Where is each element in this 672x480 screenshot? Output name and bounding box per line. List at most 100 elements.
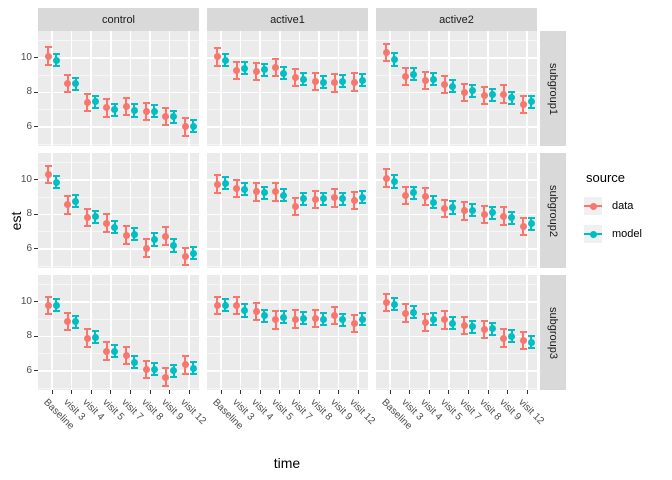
model-point — [260, 189, 268, 197]
data-errorbar-cap-bottom — [291, 85, 299, 88]
model-point — [488, 209, 496, 217]
model-errorbar-cap-top — [429, 195, 437, 198]
gridline-minor — [38, 353, 199, 355]
data-errorbar-cap-top — [181, 247, 189, 250]
gridline-x — [279, 275, 281, 390]
y-tick — [34, 57, 38, 59]
data-point — [519, 100, 527, 108]
data-errorbar-cap-bottom — [421, 330, 429, 333]
data-errorbar-cap-top — [122, 96, 130, 99]
gridline-x — [70, 31, 73, 146]
gridline-minor — [376, 40, 537, 41]
model-errorbar-cap-top — [260, 185, 268, 188]
data-errorbar-cap-bottom — [460, 332, 468, 335]
data-errorbar-cap-bottom — [213, 64, 221, 67]
model-errorbar-cap-top — [319, 191, 327, 194]
data-errorbar-cap-bottom — [519, 112, 527, 115]
y-tick — [34, 126, 38, 128]
data-errorbar-cap-top — [402, 303, 410, 306]
data-errorbar-cap-bottom — [122, 113, 130, 116]
gridline-x — [110, 153, 112, 268]
y-tick-label: 10 — [20, 51, 32, 63]
data-point — [213, 180, 221, 188]
data-point — [162, 373, 170, 381]
data-point — [233, 184, 241, 192]
gridline-x — [259, 153, 261, 268]
legend-key-dot — [589, 230, 597, 238]
data-point — [382, 49, 390, 57]
gridline-minor — [376, 196, 537, 198]
gridline-x — [467, 275, 470, 390]
data-errorbar-cap-top — [460, 201, 468, 204]
data-errorbar-cap-bottom — [311, 325, 319, 328]
model-errorbar-cap-top — [410, 305, 418, 308]
data-point — [460, 321, 468, 329]
data-errorbar-cap-top — [350, 72, 358, 75]
data-point — [331, 194, 339, 202]
gridline-minor — [207, 40, 368, 41]
data-point — [402, 191, 410, 199]
data-errorbar-cap-bottom — [252, 79, 260, 82]
model-errorbar-cap-bottom — [508, 222, 516, 225]
model-errorbar-cap-bottom — [339, 203, 347, 206]
x-tick — [428, 390, 430, 394]
gridline-x — [337, 31, 340, 146]
model-point — [410, 189, 418, 197]
model-point — [468, 323, 476, 331]
gridline-major — [376, 179, 537, 181]
data-errorbar-cap-bottom — [382, 60, 390, 63]
model-errorbar-cap-top — [221, 53, 229, 56]
gridline-x — [90, 31, 92, 146]
x-axis-title: time — [273, 455, 301, 471]
model-errorbar-cap-bottom — [429, 84, 437, 87]
gridline-minor — [38, 284, 199, 285]
facet-panel-active1-subgroup2 — [207, 153, 368, 268]
data-errorbar-cap-bottom — [142, 376, 150, 379]
gridline-x — [526, 31, 528, 146]
data-point — [441, 316, 449, 324]
legend-item-model: model — [584, 225, 642, 243]
gridline-minor — [207, 109, 368, 111]
gridline-x — [408, 275, 411, 390]
model-point — [410, 308, 418, 316]
gridline-x — [487, 153, 489, 268]
gridline-x — [487, 31, 489, 146]
data-point — [402, 73, 410, 81]
data-point — [382, 174, 390, 182]
data-errorbar-cap-top — [272, 182, 280, 185]
model-errorbar-cap-bottom — [319, 203, 327, 206]
model-point — [508, 332, 516, 340]
gridline-x — [110, 275, 112, 390]
gridline-major — [38, 248, 199, 250]
data-point — [311, 314, 319, 322]
model-point — [358, 76, 366, 84]
x-tick — [357, 390, 359, 394]
model-point — [429, 198, 437, 206]
gridline-minor — [207, 231, 368, 233]
model-errorbar-cap-bottom — [280, 322, 288, 325]
facet-panel-active2-subgroup3 — [376, 275, 537, 390]
data-errorbar-cap-bottom — [460, 100, 468, 103]
model-point — [319, 195, 327, 203]
data-errorbar-cap-bottom — [162, 384, 170, 387]
x-tick — [110, 390, 112, 394]
data-point — [480, 92, 488, 100]
gridline-x — [279, 153, 281, 268]
data-errorbar-cap-top — [331, 73, 339, 76]
data-point — [142, 107, 150, 115]
model-errorbar-cap-top — [449, 316, 457, 319]
gridline-x — [168, 153, 171, 268]
gridline-x — [220, 275, 222, 390]
model-errorbar-cap-bottom — [527, 228, 535, 231]
gridline-x — [467, 31, 470, 146]
gridline-minor — [38, 162, 199, 163]
data-errorbar-cap-bottom — [83, 225, 91, 228]
gridline-minor — [376, 74, 537, 76]
model-errorbar-cap-bottom — [170, 376, 178, 379]
model-point — [111, 106, 119, 114]
model-point — [111, 347, 119, 355]
data-errorbar-cap-top — [421, 312, 429, 315]
model-point — [241, 306, 249, 314]
gridline-x — [448, 153, 450, 268]
gridline-major — [376, 301, 537, 303]
